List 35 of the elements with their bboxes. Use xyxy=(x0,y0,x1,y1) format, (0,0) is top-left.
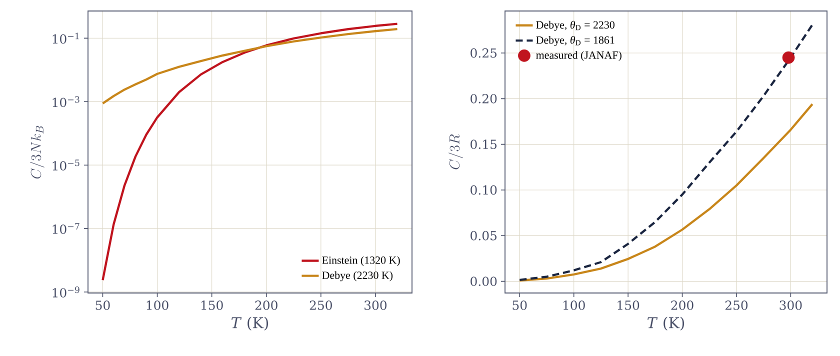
x-tick-label: 250 xyxy=(725,300,748,310)
x-tick-label: 200 xyxy=(671,300,694,310)
y-tick-label: 0.20 xyxy=(470,94,497,104)
x-tick-label: 150 xyxy=(618,300,640,310)
x-tick-label: 150 xyxy=(201,300,223,310)
y-axis-title: $C/3Nk_B$ xyxy=(30,126,44,179)
y-tick-label: 10$^{−5}$ xyxy=(52,160,80,171)
y-tick-label: 10$^{−7}$ xyxy=(52,223,80,234)
x-tick-label: 300 xyxy=(364,300,387,310)
line-series xyxy=(518,103,814,282)
line-series xyxy=(102,28,398,105)
y-tick-label: 0.10 xyxy=(470,185,497,195)
x-tick-label: 250 xyxy=(310,300,332,310)
y-tick-label: 10$^{−9}$ xyxy=(52,286,80,298)
y-tick-label: 10$^{−1}$ xyxy=(52,32,79,44)
x-axis-title: T (K) xyxy=(647,316,684,330)
x-tick-label: 200 xyxy=(255,300,278,310)
x-tick-label: 100 xyxy=(563,300,585,310)
x-axis-title: T (K) xyxy=(231,316,268,330)
x-tick-label: 100 xyxy=(146,300,168,310)
y-tick-label: 0.05 xyxy=(470,230,497,240)
legend-label: Debye, θ$_{D}$ = 2230 xyxy=(536,20,614,31)
y-axis-title: $C/3R$ xyxy=(448,134,463,170)
y-tick-label: 0.25 xyxy=(470,48,497,58)
legend-label: Debye (2230 K) xyxy=(322,271,393,282)
y-tick-label: 0.15 xyxy=(470,140,497,150)
x-tick-label: 50 xyxy=(512,300,527,310)
line-series xyxy=(102,22,398,282)
y-tick-label: 10$^{−3}$ xyxy=(52,96,80,108)
legend-label: Einstein (1320 K) xyxy=(322,256,400,266)
legend-label: Debye, θ$_{D}$ = 1861 xyxy=(536,36,614,46)
y-tick-label: 0.00 xyxy=(470,276,497,286)
x-tick-label: 50 xyxy=(96,300,110,310)
legend-label: measured (JANAF) xyxy=(536,51,622,62)
x-tick-label: 300 xyxy=(780,300,802,310)
